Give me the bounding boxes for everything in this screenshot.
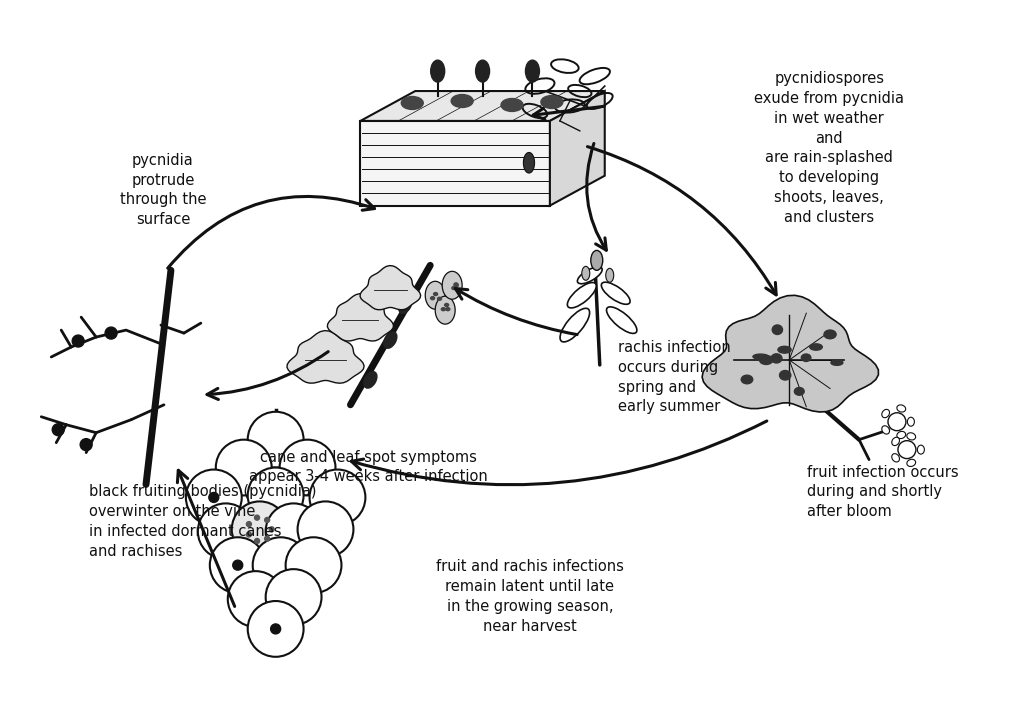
Circle shape: [248, 601, 303, 657]
Ellipse shape: [567, 283, 596, 308]
Ellipse shape: [452, 286, 456, 290]
Circle shape: [186, 469, 242, 525]
Ellipse shape: [525, 60, 540, 82]
Circle shape: [210, 537, 265, 593]
Text: pycnidia
protrude
through the
surface: pycnidia protrude through the surface: [120, 153, 206, 227]
Ellipse shape: [384, 332, 397, 349]
Ellipse shape: [897, 431, 905, 438]
Ellipse shape: [452, 95, 473, 107]
Ellipse shape: [778, 346, 792, 353]
Circle shape: [232, 560, 243, 570]
Text: black fruiting bodies (pycnidia)
overwinter on the vine
in infected dormant cane: black fruiting bodies (pycnidia) overwin…: [89, 484, 316, 559]
Circle shape: [269, 527, 274, 532]
Circle shape: [253, 537, 308, 593]
Circle shape: [105, 327, 117, 339]
Ellipse shape: [830, 360, 843, 366]
Circle shape: [309, 469, 366, 525]
Circle shape: [247, 522, 252, 527]
Polygon shape: [360, 121, 550, 206]
Text: fruit infection occurs
during and shortly
after bloom: fruit infection occurs during and shortl…: [807, 464, 958, 519]
Ellipse shape: [907, 460, 915, 467]
Ellipse shape: [431, 297, 434, 300]
Ellipse shape: [541, 95, 563, 108]
Polygon shape: [287, 331, 365, 383]
Ellipse shape: [741, 375, 753, 384]
Ellipse shape: [606, 307, 637, 334]
Ellipse shape: [445, 308, 450, 310]
Circle shape: [73, 335, 84, 347]
Circle shape: [255, 539, 259, 544]
Polygon shape: [328, 293, 393, 341]
Circle shape: [286, 537, 341, 593]
Circle shape: [80, 438, 92, 450]
Ellipse shape: [779, 370, 791, 380]
Text: pycnidiospores
exude from pycnidia
in wet weather
and
are rain-splashed
to devel: pycnidiospores exude from pycnidia in we…: [754, 71, 904, 225]
Ellipse shape: [444, 303, 449, 306]
Text: cane and leaf spot symptoms
appear 3-4 weeks after infection: cane and leaf spot symptoms appear 3-4 w…: [249, 450, 487, 484]
Ellipse shape: [364, 372, 377, 388]
Circle shape: [898, 440, 915, 459]
Polygon shape: [360, 91, 605, 121]
Circle shape: [270, 624, 281, 634]
Circle shape: [280, 440, 336, 496]
Circle shape: [52, 423, 65, 436]
Text: rachis infection
occurs during
spring and
early summer: rachis infection occurs during spring an…: [617, 340, 730, 414]
Text: fruit and rachis infections
remain latent until late
in the growing season,
near: fruit and rachis infections remain laten…: [436, 559, 624, 633]
Ellipse shape: [425, 281, 445, 309]
Circle shape: [227, 571, 284, 627]
Circle shape: [265, 503, 322, 559]
Ellipse shape: [437, 297, 441, 300]
Polygon shape: [702, 296, 879, 412]
Circle shape: [247, 532, 252, 537]
Ellipse shape: [907, 433, 915, 440]
Ellipse shape: [897, 405, 905, 412]
Ellipse shape: [591, 250, 603, 270]
Ellipse shape: [398, 297, 412, 313]
Ellipse shape: [802, 354, 811, 361]
Ellipse shape: [442, 271, 462, 299]
Polygon shape: [523, 153, 535, 173]
Ellipse shape: [441, 308, 445, 310]
Ellipse shape: [475, 60, 489, 82]
Ellipse shape: [882, 426, 890, 434]
Ellipse shape: [455, 284, 458, 287]
Ellipse shape: [771, 354, 782, 363]
Ellipse shape: [560, 308, 590, 342]
Circle shape: [888, 413, 906, 431]
Circle shape: [264, 536, 269, 541]
Ellipse shape: [918, 445, 925, 454]
Ellipse shape: [454, 283, 458, 286]
Circle shape: [298, 501, 353, 557]
Ellipse shape: [433, 293, 437, 296]
Ellipse shape: [582, 267, 590, 280]
Circle shape: [255, 515, 259, 520]
Ellipse shape: [601, 282, 630, 304]
Ellipse shape: [824, 330, 837, 339]
Circle shape: [209, 493, 219, 503]
Circle shape: [198, 503, 254, 559]
Ellipse shape: [401, 97, 423, 110]
Ellipse shape: [760, 356, 773, 364]
Ellipse shape: [431, 60, 444, 82]
Ellipse shape: [753, 354, 768, 359]
Polygon shape: [550, 91, 605, 206]
Ellipse shape: [501, 98, 523, 112]
Polygon shape: [360, 266, 421, 310]
Ellipse shape: [810, 344, 822, 350]
Ellipse shape: [435, 296, 455, 324]
Ellipse shape: [882, 409, 890, 418]
Ellipse shape: [795, 387, 804, 395]
Ellipse shape: [772, 325, 782, 334]
Circle shape: [231, 501, 288, 557]
Ellipse shape: [892, 437, 899, 445]
Circle shape: [265, 569, 322, 625]
Ellipse shape: [907, 417, 914, 426]
Circle shape: [264, 518, 269, 522]
Ellipse shape: [606, 269, 613, 282]
Circle shape: [248, 467, 303, 523]
Circle shape: [248, 411, 303, 467]
Ellipse shape: [892, 454, 899, 462]
Circle shape: [216, 440, 271, 496]
Ellipse shape: [578, 267, 602, 284]
